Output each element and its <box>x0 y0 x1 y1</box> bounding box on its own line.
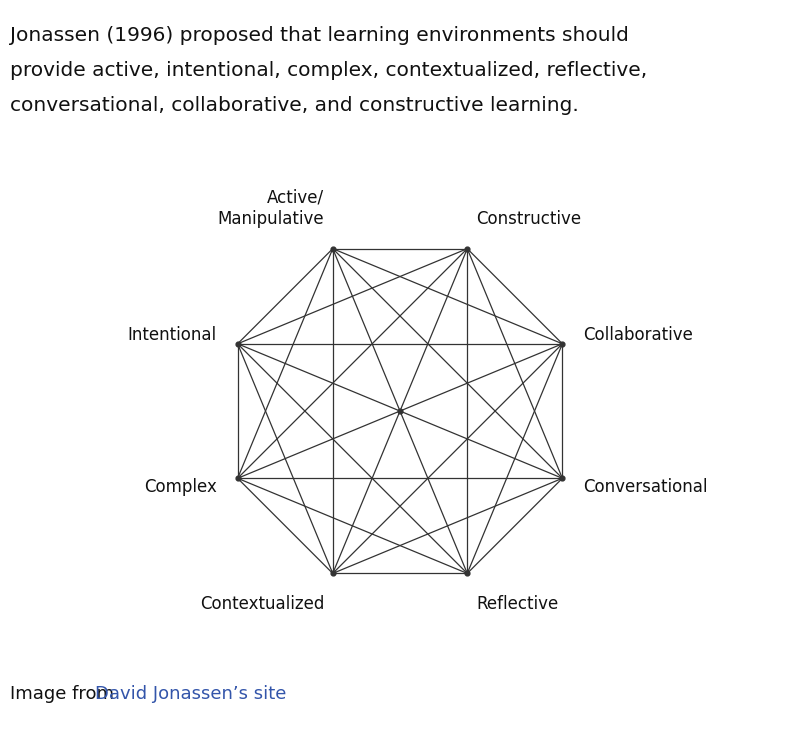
Text: Collaborative: Collaborative <box>583 326 694 344</box>
Point <box>231 338 244 349</box>
Text: Image from: Image from <box>10 685 119 703</box>
Text: Reflective: Reflective <box>476 595 558 612</box>
Text: Intentional: Intentional <box>127 326 217 344</box>
Point <box>461 243 474 255</box>
Point <box>461 567 474 579</box>
Point <box>394 405 406 417</box>
Text: Complex: Complex <box>144 478 217 496</box>
Point <box>556 473 569 484</box>
Text: David Jonassen’s site: David Jonassen’s site <box>95 685 286 703</box>
Point <box>556 338 569 349</box>
Point <box>326 567 339 579</box>
Text: conversational, collaborative, and constructive learning.: conversational, collaborative, and const… <box>10 96 578 115</box>
Text: Constructive: Constructive <box>476 210 581 228</box>
Text: Contextualized: Contextualized <box>200 595 324 612</box>
Point <box>326 243 339 255</box>
Text: Active/
Manipulative: Active/ Manipulative <box>218 189 324 228</box>
Text: Conversational: Conversational <box>583 478 708 496</box>
Point <box>231 473 244 484</box>
Text: provide active, intentional, complex, contextualized, reflective,: provide active, intentional, complex, co… <box>10 61 647 80</box>
Text: Jonassen (1996) proposed that learning environments should: Jonassen (1996) proposed that learning e… <box>10 26 629 45</box>
